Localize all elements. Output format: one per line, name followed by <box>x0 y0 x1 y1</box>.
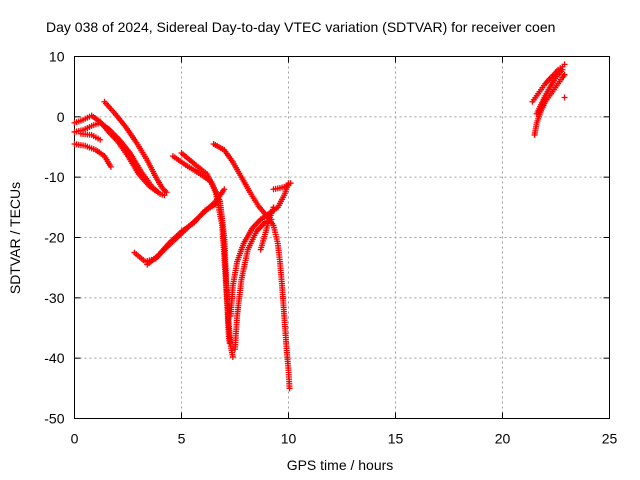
x-tick-labels: 0 5 10 15 20 25 <box>71 431 618 447</box>
series-arc-4 <box>77 130 104 143</box>
data-point <box>559 66 566 73</box>
data-point <box>287 180 294 187</box>
series-arc-9 <box>178 150 233 347</box>
series-arc-18 <box>561 94 568 101</box>
y-tick-label: -20 <box>44 230 64 246</box>
series-arc-12 <box>232 216 275 353</box>
y-axis-label: SDTVAR / TECUs <box>7 182 23 294</box>
data-point <box>161 192 168 199</box>
y-tick-label: -50 <box>44 411 64 427</box>
data-point <box>221 186 228 193</box>
data-point <box>226 340 233 347</box>
series-arc-13 <box>257 204 277 253</box>
x-tick-label: 20 <box>495 431 511 447</box>
series-arc-3 <box>71 140 114 170</box>
data-point <box>561 71 568 78</box>
y-tick-label: 0 <box>57 109 65 125</box>
data-point <box>561 94 568 101</box>
y-tick-label: 10 <box>49 49 65 65</box>
data-point <box>162 187 169 194</box>
data-point <box>270 204 277 211</box>
data-point <box>97 136 104 143</box>
data-point <box>286 385 293 392</box>
series-arc-2 <box>71 119 168 199</box>
series-arc-17 <box>533 66 566 117</box>
x-tick-label: 25 <box>602 431 618 447</box>
data-point <box>163 189 170 196</box>
data-point <box>561 61 568 68</box>
y-tick-label: -10 <box>44 169 64 185</box>
series-arc-6 <box>131 186 228 265</box>
data-marks <box>71 61 568 392</box>
axis-ticks <box>74 56 610 419</box>
series-arc-14 <box>270 180 294 193</box>
y-tick-labels: -50 -40 -30 -20 -10 0 10 <box>44 49 64 427</box>
series-arc-5 <box>101 98 170 196</box>
series-arc-7 <box>144 201 219 268</box>
x-tick-label: 15 <box>388 431 404 447</box>
data-point <box>229 353 236 360</box>
x-axis-label: GPS time / hours <box>287 457 394 473</box>
chart-title: Day 038 of 2024, Sidereal Day-to-day VTE… <box>46 19 555 35</box>
x-tick-label: 5 <box>178 431 186 447</box>
x-tick-label: 10 <box>281 431 297 447</box>
y-tick-label: -30 <box>44 290 64 306</box>
y-tick-label: -40 <box>44 350 64 366</box>
grid-lines <box>74 56 610 419</box>
x-tick-label: 0 <box>71 431 79 447</box>
data-point <box>107 163 114 170</box>
